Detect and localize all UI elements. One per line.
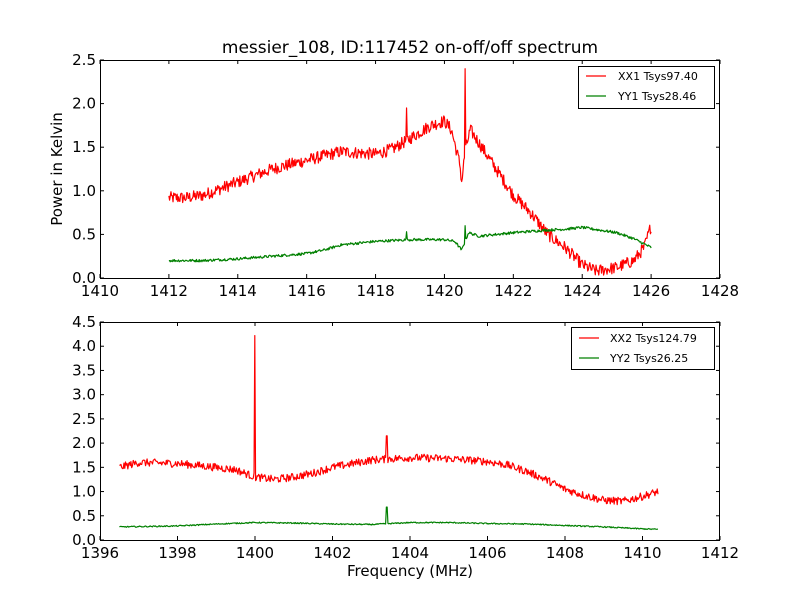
x-tick-label: 1404 xyxy=(391,544,429,562)
top-plot: messier_108, ID:117452 on-off/off spectr… xyxy=(48,38,739,300)
x-axis-label: Frequency (MHz) xyxy=(347,562,473,580)
y-tick-label: 1.0 xyxy=(72,182,96,200)
x-tick-label: 1414 xyxy=(219,282,257,300)
bottom-plot-series xyxy=(119,334,659,531)
x-tick-label: 1398 xyxy=(158,544,196,562)
y-tick-label: 0.0 xyxy=(72,269,96,287)
legend-label-xx2: XX2 Tsys124.79 xyxy=(610,332,697,345)
y-tick-label: 2.0 xyxy=(72,434,96,452)
y-tick-label: 4.5 xyxy=(72,313,96,331)
series-line-xx1 xyxy=(168,68,652,276)
y-tick-label: 3.0 xyxy=(72,386,96,404)
x-tick-label: 1408 xyxy=(546,544,584,562)
x-tick-label: 1418 xyxy=(356,282,394,300)
series-line-yy2 xyxy=(119,506,659,531)
series-line-yy1 xyxy=(168,225,652,263)
x-tick-label: 1406 xyxy=(468,544,506,562)
y-tick-label: 1.5 xyxy=(72,458,96,476)
y-tick-label: 0.5 xyxy=(72,225,96,243)
legend-top: XX1 Tsys97.40 YY1 Tsys28.46 xyxy=(578,66,715,109)
legend-box xyxy=(571,327,715,370)
y-tick-label: 0.5 xyxy=(72,507,96,525)
x-tick-label: 1426 xyxy=(632,282,670,300)
y-axis-label: Power in Kelvin xyxy=(48,112,66,226)
y-tick-label: 3.5 xyxy=(72,361,96,379)
x-tick-label: 1428 xyxy=(701,282,739,300)
y-tick-label: 1.5 xyxy=(72,138,96,156)
legend-label-yy1: YY1 Tsys28.46 xyxy=(617,90,696,103)
y-tick-label: 0.0 xyxy=(72,531,96,549)
x-tick-label: 1416 xyxy=(288,282,326,300)
x-tick-label: 1396 xyxy=(81,544,119,562)
x-tick-label: 1402 xyxy=(313,544,351,562)
x-tick-label: 1420 xyxy=(425,282,463,300)
top-plot-ticks: 1410 1412 1414 1416 1418 1420 1422 1424 1426 1428… xyxy=(72,51,739,300)
bottom-plot: Frequency (MHz) 1396 1398 1400 1402 1404 1406… xyxy=(72,313,739,580)
y-tick-label: 4.0 xyxy=(72,337,96,355)
top-plot-series xyxy=(168,68,652,276)
y-tick-label: 2.5 xyxy=(72,410,96,428)
x-tick-label: 1422 xyxy=(494,282,532,300)
chart-title: messier_108, ID:117452 on-off/off spectr… xyxy=(222,38,598,58)
x-tick-label: 1412 xyxy=(701,544,739,562)
legend-label-yy2: YY2 Tsys26.25 xyxy=(609,352,688,365)
y-tick-label: 1.0 xyxy=(72,483,96,501)
series-line-xx2 xyxy=(119,334,659,506)
y-tick-label: 2.0 xyxy=(72,95,96,113)
legend-label-xx1: XX1 Tsys97.40 xyxy=(618,70,698,83)
x-tick-label: 1412 xyxy=(150,282,188,300)
y-tick-label: 2.5 xyxy=(72,51,96,69)
top-plot-frame xyxy=(100,60,720,279)
x-tick-label: 1410 xyxy=(623,544,661,562)
legend-bottom: XX2 Tsys124.79 YY2 Tsys26.25 xyxy=(571,327,715,370)
x-tick-label: 1410 xyxy=(81,282,119,300)
bottom-plot-frame xyxy=(100,322,720,541)
legend-box xyxy=(578,66,715,109)
x-tick-label: 1400 xyxy=(236,544,274,562)
x-tick-label: 1424 xyxy=(563,282,601,300)
